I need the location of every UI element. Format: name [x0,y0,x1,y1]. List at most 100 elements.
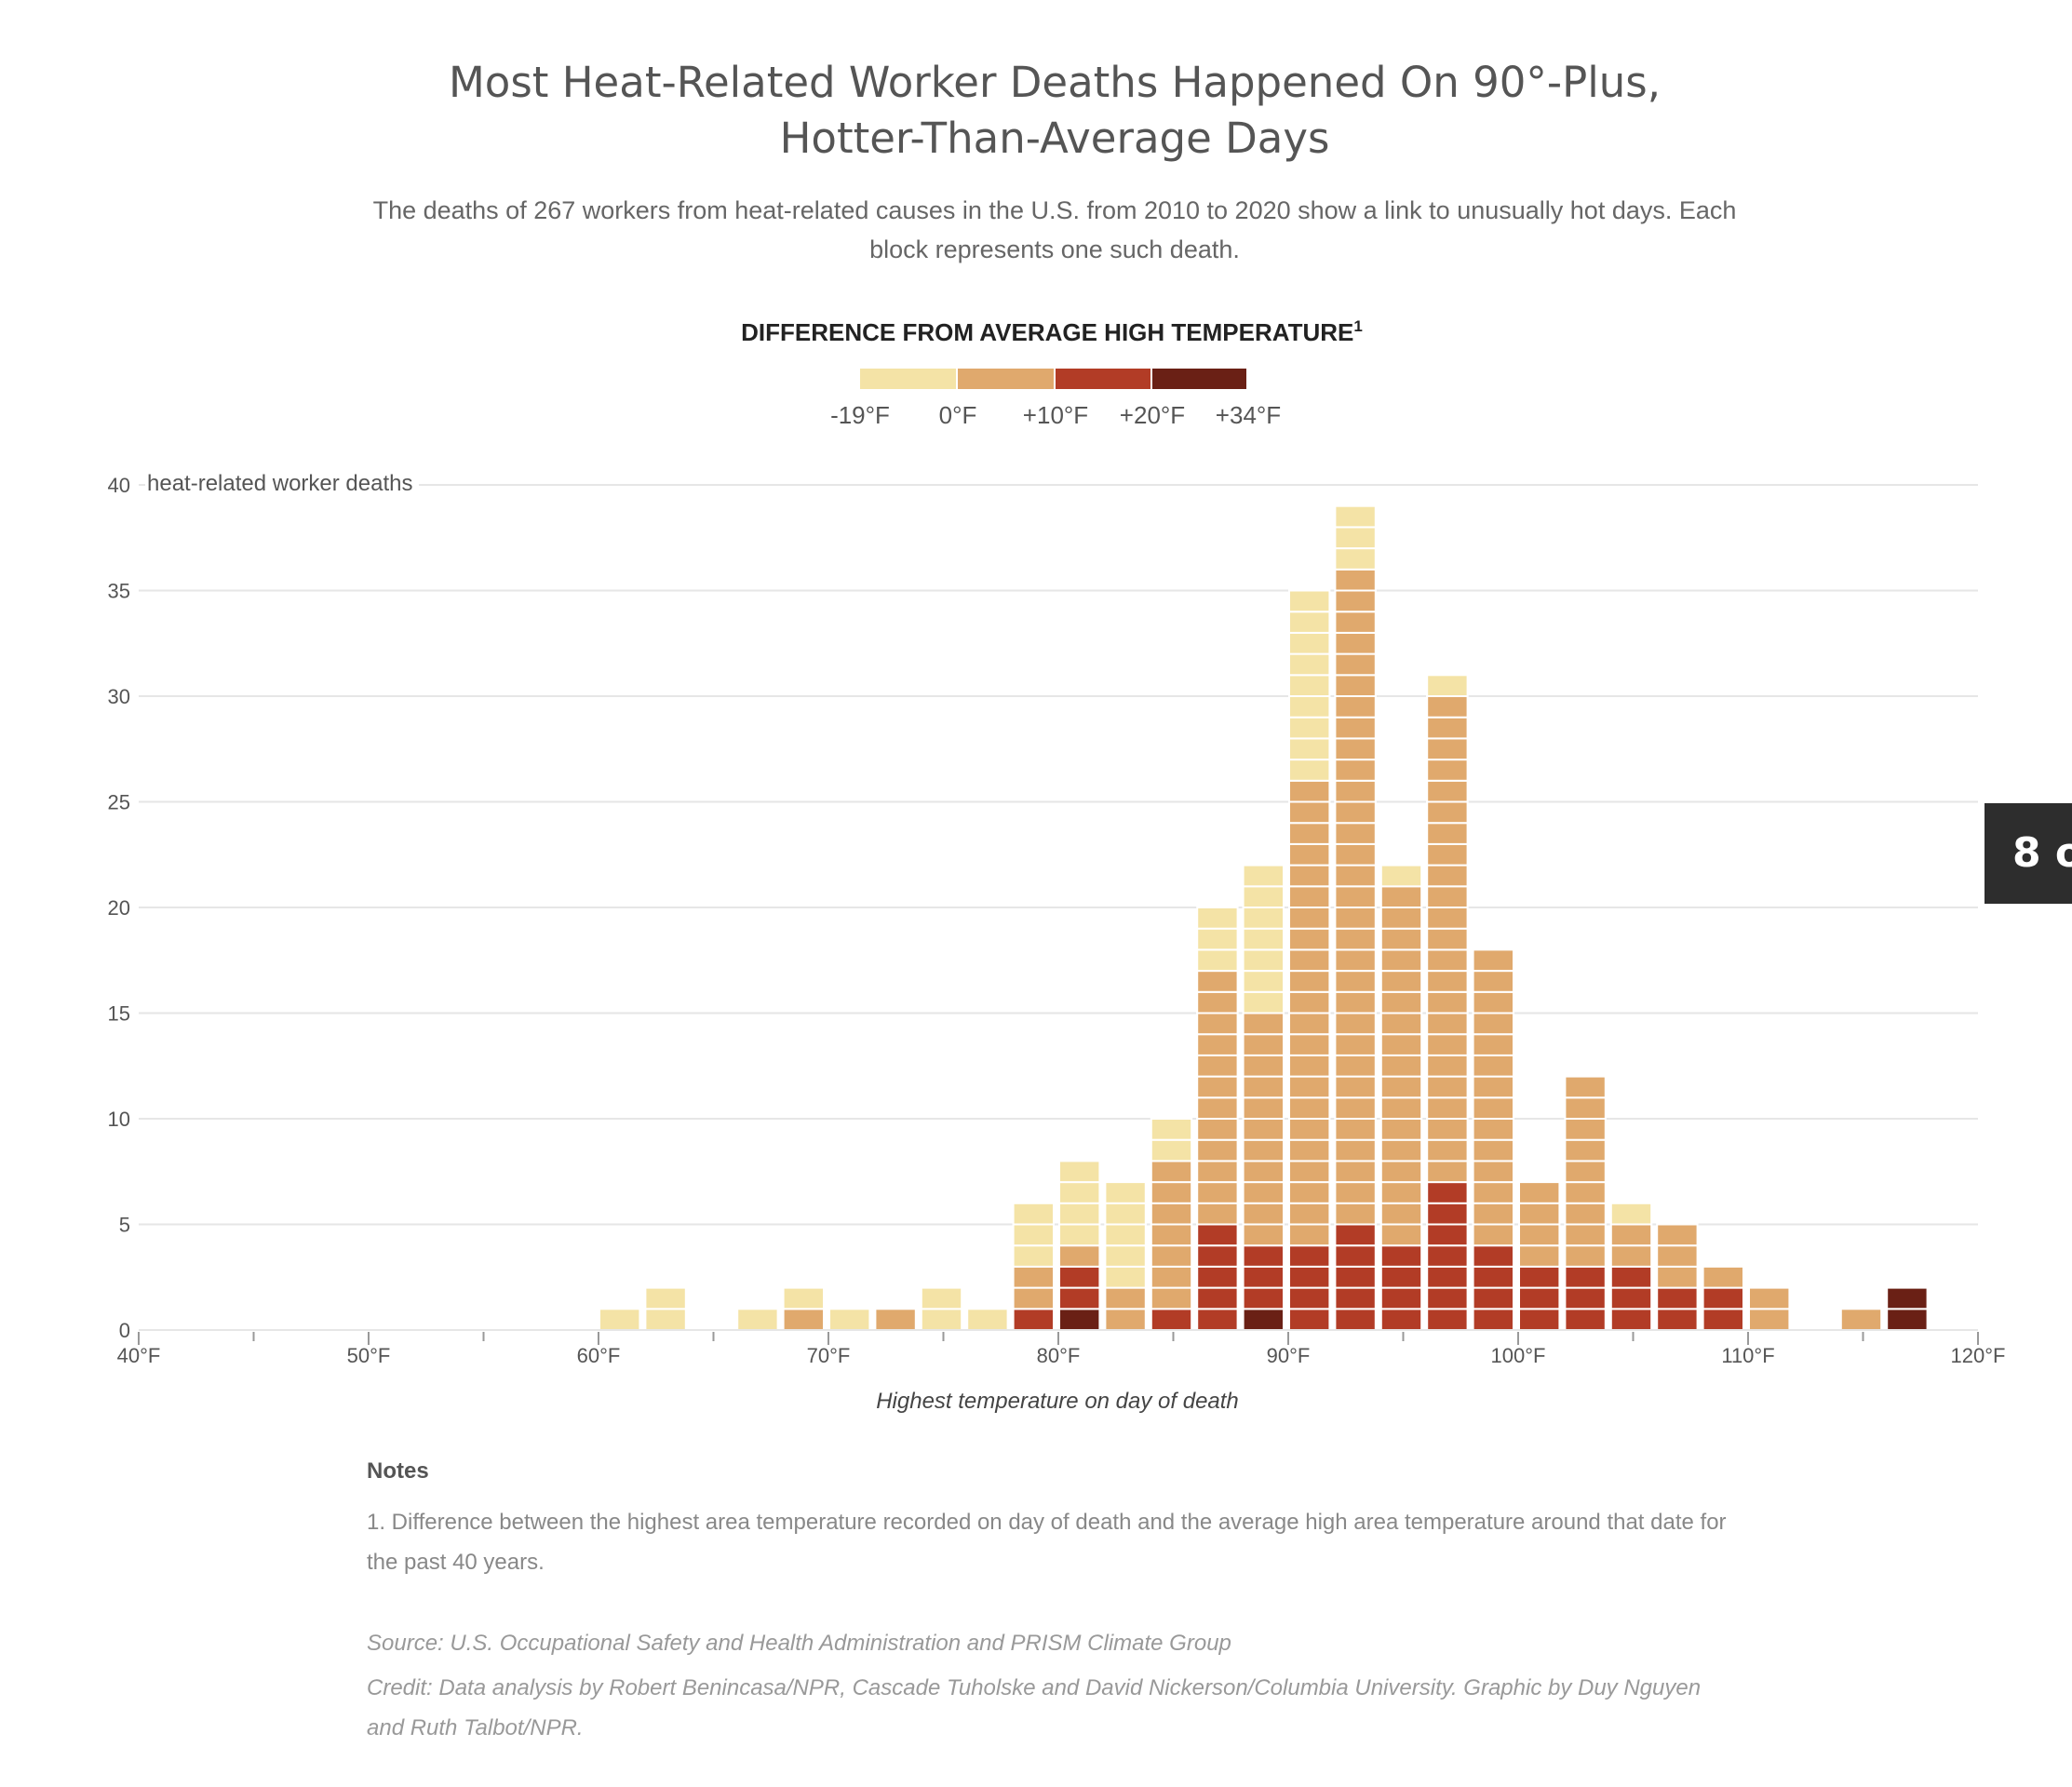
bar-block [644,1286,687,1310]
bar-block [1426,927,1469,951]
bar-block [1196,1286,1239,1310]
legend-labels: -19°F 0°F +10°F +20°F +34°F [830,401,1281,429]
bar-block [1472,1244,1514,1268]
bar-block [1334,611,1377,634]
bar-block [1379,1033,1423,1056]
y-tick-label: 15 [108,1002,130,1026]
legend-swatch [958,369,1054,389]
y-tick-label: 20 [108,896,130,920]
bar-block [920,1286,963,1310]
bar-block [1242,1118,1285,1141]
bar-block [1334,1223,1377,1247]
bar-block [1242,1138,1285,1162]
bar-block [1242,1286,1285,1310]
bar-block [1012,1265,1055,1289]
bar-block [1472,1265,1514,1289]
bar-block [1334,885,1377,908]
bar-block [1426,737,1469,761]
bar-block [1288,589,1331,613]
x-tick-label: 50°F [347,1344,391,1367]
bar-block [1196,1118,1239,1141]
bar-block [782,1286,825,1310]
bar-block [1379,1244,1423,1268]
bar-block [1379,1265,1423,1289]
bar-block [644,1308,687,1332]
bar-block [1288,990,1331,1014]
bar-block [1426,1075,1469,1099]
bar-block [1472,1012,1514,1036]
bar-block [1426,1265,1469,1289]
chart-title-line-1: Most Heat-Related Worker Deaths Happened… [449,58,1661,107]
bar-block [1242,1054,1285,1078]
credit-line-2: and Ruth Talbot/NPR. [367,1715,584,1740]
bar-block [1012,1244,1055,1268]
bar-block [1242,1033,1285,1056]
bar-block [1058,1160,1101,1184]
bar-block [782,1308,825,1332]
bar-block [1334,759,1377,782]
bar-block [1288,631,1331,655]
bar-block [1012,1223,1055,1247]
chart-subtitle-line-1: The deaths of 267 workers from heat-rela… [373,196,1737,224]
bar-block [1472,1286,1514,1310]
bar-block [1426,842,1469,867]
bar-block [1334,1033,1377,1056]
bar-block [1609,1286,1653,1310]
bar-block [1518,1265,1561,1289]
bar-block [1426,716,1469,740]
bar-block [1242,1012,1285,1036]
bar-block [1472,1308,1514,1332]
bar-block [1288,1286,1331,1310]
bar-block [1379,1308,1423,1332]
bar-block [1242,1181,1285,1204]
bar-block [1288,1265,1331,1289]
bar-block [1242,970,1285,993]
bar-block [1288,948,1331,973]
y-tick-label: 10 [108,1108,130,1131]
bar-block [1426,1202,1469,1226]
bar-block [1196,948,1239,973]
bar-block [1564,1244,1607,1268]
legend-label: +10°F [1023,401,1088,429]
bar-block [1150,1160,1193,1184]
bar-block [1196,1202,1239,1226]
bar-block [1472,1096,1514,1121]
legend-title-text: DIFFERENCE FROM AVERAGE HIGH TEMPERATURE [741,318,1353,346]
y-axis-label: heat-related worker deaths [147,471,413,496]
bar-block [1242,1160,1285,1184]
bar-block [1058,1181,1101,1204]
bar-block [1564,1286,1607,1310]
bar-block [1334,1118,1377,1141]
bar-block [1334,1202,1377,1226]
bar-block [1288,970,1331,993]
bar-block [1196,1160,1239,1184]
bar-block [1288,842,1331,867]
bar-block [1334,970,1377,993]
bar-block [1196,1054,1239,1078]
bar-block [1334,990,1377,1014]
bar-block [1426,674,1469,697]
bar-block [1656,1265,1699,1289]
bar-block [1472,948,1514,973]
bar-block [1196,1096,1239,1121]
bar-block [1426,1138,1469,1162]
bar-block [1012,1308,1055,1332]
bar-block [1564,1202,1607,1226]
x-tick-label: 90°F [1267,1344,1311,1367]
y-tick-label: 30 [108,685,130,708]
legend-label: -19°F [830,401,890,429]
notes-line-1: 1. Difference between the highest area t… [367,1510,1727,1535]
bar-block [1518,1286,1561,1310]
legend-title-footnote: 1 [1353,317,1362,335]
page-indicator-badge: 8 o [1985,803,2072,904]
bar-block [1379,948,1423,973]
x-tick-label: 60°F [577,1344,621,1367]
legend-label: +20°F [1120,401,1185,429]
bar-block [1334,822,1377,845]
bar-block [1839,1308,1883,1332]
bar-block [1288,1244,1331,1268]
bar-block [1288,1181,1331,1204]
bar-block [1379,1012,1423,1036]
bar-block [1518,1308,1561,1332]
